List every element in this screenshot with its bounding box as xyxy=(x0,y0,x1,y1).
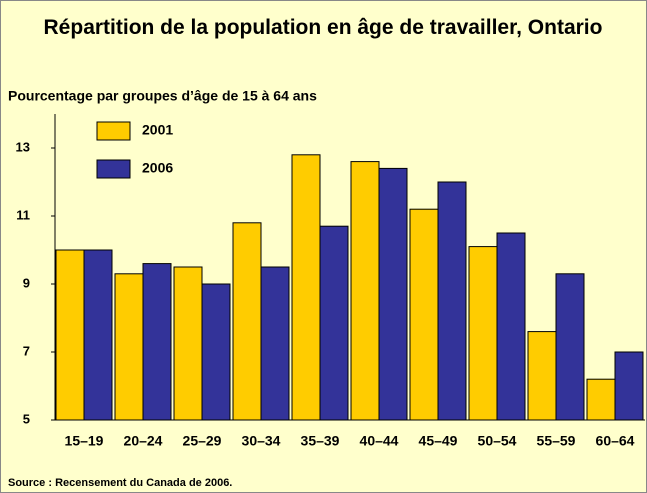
x-tick-label: 60–64 xyxy=(596,433,635,449)
chart-title: Répartition de la population en âge de t… xyxy=(43,16,603,39)
bar xyxy=(201,283,231,421)
bar xyxy=(409,208,439,421)
bar xyxy=(173,266,203,421)
bar xyxy=(468,246,498,421)
x-tick-label: 35–39 xyxy=(301,433,340,449)
bar xyxy=(291,154,321,421)
x-tick-label: 45–49 xyxy=(419,433,458,449)
x-tick-label: 30–34 xyxy=(242,433,281,449)
bar xyxy=(378,167,408,421)
legend-swatch xyxy=(96,159,131,179)
y-tick-label: 7 xyxy=(23,343,30,358)
y-tick-label: 5 xyxy=(23,411,30,426)
bar xyxy=(55,249,85,421)
bar xyxy=(232,222,262,421)
bar xyxy=(350,161,380,421)
bar xyxy=(527,331,557,421)
bar xyxy=(614,351,644,421)
x-tick-label: 55–59 xyxy=(537,433,576,449)
bar xyxy=(319,225,349,421)
chart-subtitle: Pourcentage par groupes d’âge de 15 à 64… xyxy=(8,88,317,104)
bar xyxy=(142,263,172,421)
x-tick-label: 50–54 xyxy=(478,433,517,449)
bar xyxy=(114,273,144,421)
bar xyxy=(437,181,467,421)
bar xyxy=(586,378,616,421)
bar xyxy=(496,232,526,421)
bar xyxy=(260,266,290,421)
x-tick-label: 25–29 xyxy=(183,433,222,449)
x-tick-label: 40–44 xyxy=(360,433,399,449)
y-tick-label: 11 xyxy=(16,207,30,222)
y-tick-label: 13 xyxy=(16,139,30,154)
legend-swatch xyxy=(96,121,131,141)
x-tick-label: 15–19 xyxy=(65,433,104,449)
legend-label: 2001 xyxy=(142,122,173,138)
bar xyxy=(83,249,113,421)
bar xyxy=(555,273,585,421)
legend-label: 2006 xyxy=(142,160,173,176)
y-tick-label: 9 xyxy=(23,275,30,290)
source: Source : Recensement du Canada de 2006. xyxy=(8,477,232,489)
x-tick-label: 20–24 xyxy=(124,433,163,449)
